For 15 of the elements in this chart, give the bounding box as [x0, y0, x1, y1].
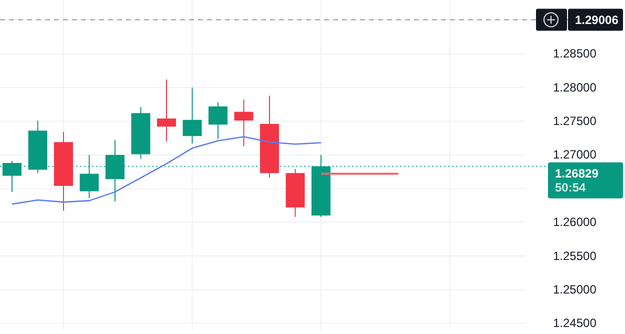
- y-tick-label: 1.28500: [553, 46, 597, 61]
- candlestick: [234, 99, 254, 147]
- candlestick: [182, 87, 202, 144]
- y-tick-label: 1.24500: [553, 316, 597, 330]
- y-tick-label: 1.27500: [553, 114, 597, 128]
- y-tick-label: 1.27000: [553, 148, 597, 162]
- ref-line-label: 1.26829 50:54: [555, 166, 599, 194]
- y-tick-label: 1.28000: [553, 80, 597, 94]
- candlestick: [208, 102, 228, 140]
- ref-line-label: 1.29006: [575, 12, 619, 27]
- line-series: [11, 136, 322, 205]
- y-tick-label: 1.25000: [553, 282, 597, 296]
- y-tick-label: 1.26000: [553, 215, 597, 230]
- candlestick: [157, 78, 176, 142]
- y-tick-label: 1.25500: [553, 248, 597, 263]
